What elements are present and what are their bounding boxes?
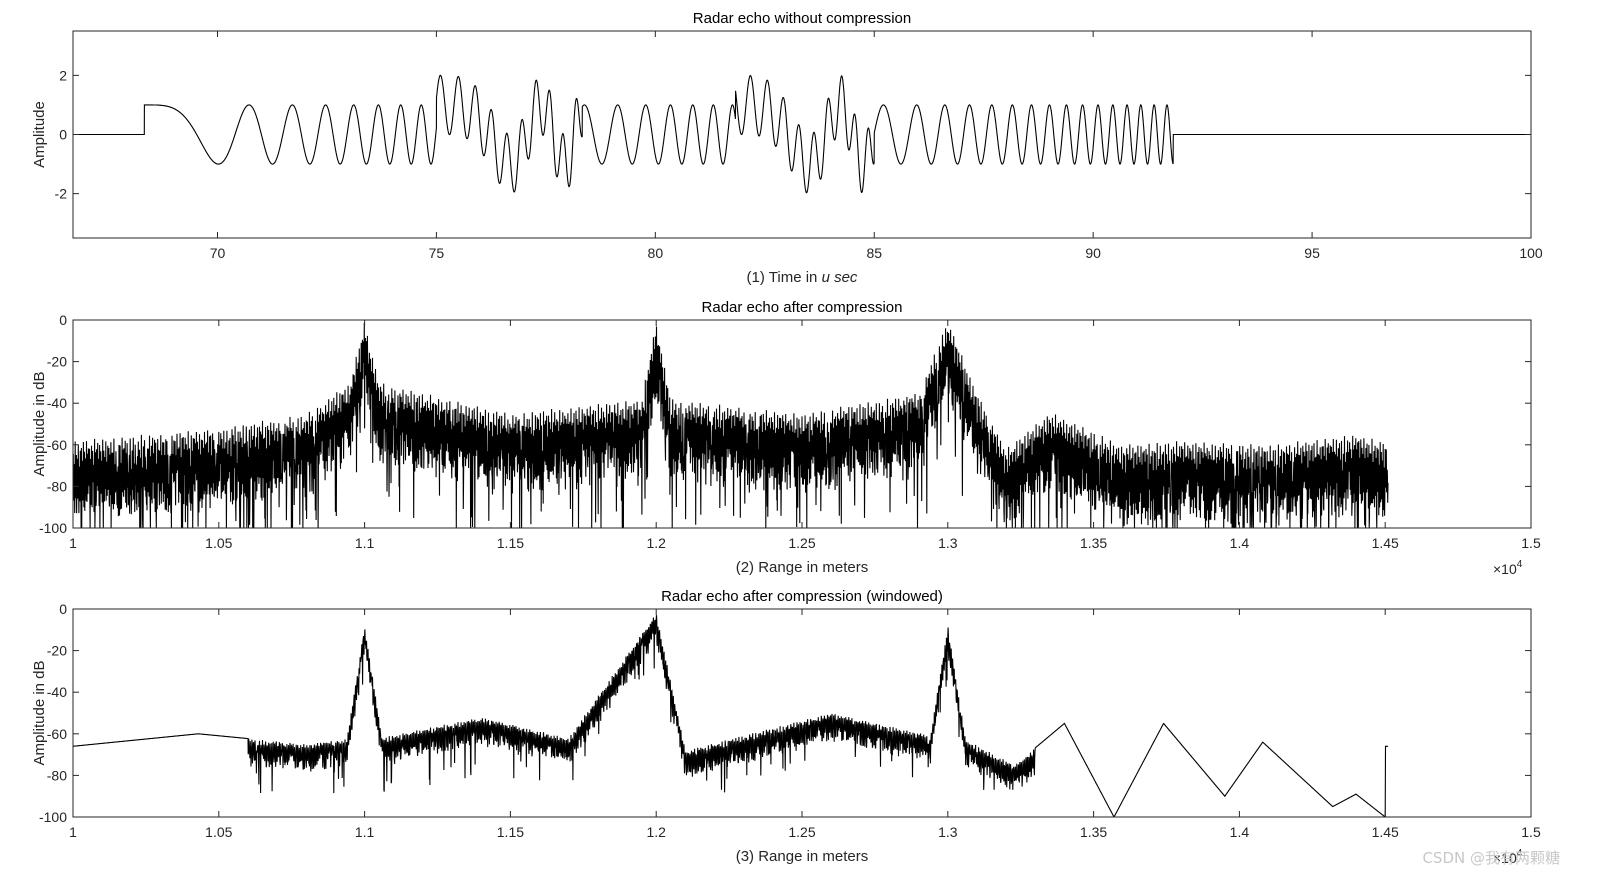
x-tick-label: 1.5 bbox=[1521, 535, 1541, 551]
axes-box-3 bbox=[72, 608, 1532, 818]
y-tick-label: 0 bbox=[59, 127, 67, 143]
x-tick-label: 1.45 bbox=[1372, 824, 1399, 840]
y-tick-label: -60 bbox=[47, 437, 67, 453]
x-tick-label: 1.25 bbox=[788, 824, 815, 840]
x-tick-label: 1.15 bbox=[497, 824, 524, 840]
y-tick-label: -80 bbox=[47, 767, 67, 783]
y-tick-label: -40 bbox=[47, 684, 67, 700]
x-axis-multiplier-3: ×104 bbox=[1493, 848, 1523, 866]
x-tick-label: 1.25 bbox=[788, 535, 815, 551]
chart-title-1: Radar echo without compression bbox=[693, 10, 911, 27]
y-tick-label: 0 bbox=[59, 601, 67, 617]
y-tick-label: -100 bbox=[39, 520, 67, 536]
x-tick-label: 1.05 bbox=[205, 824, 232, 840]
y-tick-label: -80 bbox=[47, 478, 67, 494]
x-axis-multiplier-2: ×104 bbox=[1493, 559, 1523, 577]
y-tick-label: -40 bbox=[47, 395, 67, 411]
x-tick-label: 1.05 bbox=[205, 535, 232, 551]
x-tick-label: 1.35 bbox=[1080, 824, 1107, 840]
x-tick-label: 1.1 bbox=[355, 535, 375, 551]
x-tick-label: 90 bbox=[1085, 245, 1101, 261]
signal-line-1 bbox=[73, 74, 1531, 194]
signal-line-2 bbox=[73, 322, 1389, 528]
x-tick-label: 70 bbox=[210, 245, 226, 261]
x-tick-label: 1.1 bbox=[355, 824, 375, 840]
x-tick-label: 1.15 bbox=[497, 535, 524, 551]
x-tick-label: 1 bbox=[69, 824, 77, 840]
x-tick-label: 1.2 bbox=[646, 535, 666, 551]
x-tick-label: 1.3 bbox=[938, 535, 958, 551]
y-tick-label: -2 bbox=[55, 186, 68, 202]
x-tick-label: 1.4 bbox=[1230, 535, 1250, 551]
x-tick-label: 85 bbox=[866, 245, 882, 261]
watermark-text: CSDN @我有两颗糖 bbox=[1422, 849, 1560, 867]
y-tick-label: -20 bbox=[47, 643, 67, 659]
x-axis-label-3: (3) Range in meters bbox=[736, 848, 869, 865]
y-tick-label: -60 bbox=[47, 726, 67, 742]
y-tick-label: 2 bbox=[59, 67, 67, 83]
signal-line-3 bbox=[73, 615, 1388, 817]
y-tick-label: 0 bbox=[59, 312, 67, 328]
x-axis-label-1: (1) Time in u sec bbox=[747, 269, 858, 286]
x-tick-label: 100 bbox=[1519, 245, 1543, 261]
x-axis-label-2: (2) Range in meters bbox=[736, 559, 869, 576]
x-tick-label: 95 bbox=[1304, 245, 1320, 261]
x-tick-label: 1.3 bbox=[938, 824, 958, 840]
x-tick-label: 75 bbox=[429, 245, 445, 261]
x-tick-label: 1.4 bbox=[1230, 824, 1250, 840]
y-tick-label: -100 bbox=[39, 809, 67, 825]
y-axis-label-3: Amplitude in dB bbox=[31, 660, 48, 765]
x-tick-label: 1.5 bbox=[1521, 824, 1541, 840]
y-tick-label: -20 bbox=[47, 354, 67, 370]
x-tick-label: 1.2 bbox=[646, 824, 666, 840]
x-tick-label: 80 bbox=[648, 245, 664, 261]
x-tick-label: 1.45 bbox=[1372, 535, 1399, 551]
y-axis-label-2: Amplitude in dB bbox=[31, 371, 48, 476]
chart-title-2: Radar echo after compression bbox=[702, 299, 903, 316]
y-axis-label-1: Amplitude bbox=[31, 101, 48, 168]
x-tick-label: 1.35 bbox=[1080, 535, 1107, 551]
x-tick-label: 1 bbox=[69, 535, 77, 551]
chart-title-3: Radar echo after compression (windowed) bbox=[661, 588, 943, 605]
